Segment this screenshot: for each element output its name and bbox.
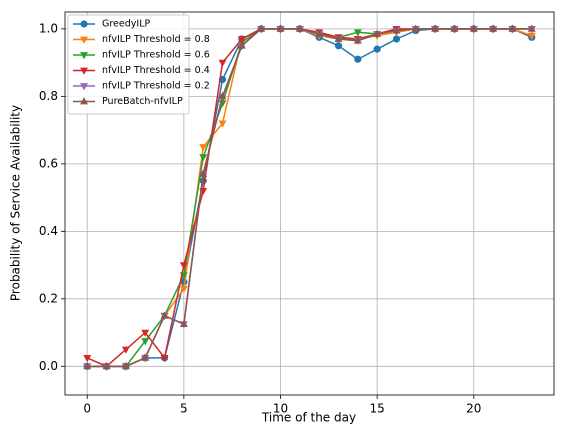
marker [315,29,324,37]
marker [141,353,150,361]
marker [489,24,498,32]
y-tick-label: 1.0 [39,21,58,35]
y-tick-label: 0.4 [39,224,58,238]
marker [411,24,420,32]
marker [373,29,382,37]
marker [102,361,111,370]
marker [450,24,459,32]
y-tick-label: 0.8 [39,89,58,103]
x-tick-label: 5 [180,402,188,416]
marker [237,36,246,44]
marker [373,45,381,53]
marker [354,55,362,63]
marker [160,311,169,319]
marker [527,24,536,32]
marker [80,52,88,60]
marker [179,262,188,270]
marker [508,24,517,32]
x-tick-label: 10 [273,402,288,416]
marker [141,329,150,337]
marker [527,32,536,40]
marker [392,35,401,43]
y-tick-label: 0.0 [39,359,58,373]
marker [218,59,227,67]
plot-frame [64,11,555,396]
series-line [87,28,532,368]
legend-label: nfvILP Threshold = 0.4 [102,65,210,76]
legend-box [67,14,190,115]
marker [257,24,266,32]
series [83,24,536,370]
legend-label: nfvILP Threshold = 0.2 [102,81,210,92]
marker [199,169,208,177]
marker [199,144,208,152]
marker [334,42,343,50]
marker [80,20,88,28]
marker [80,83,88,91]
marker [80,97,88,105]
marker [160,355,169,363]
marker [121,361,130,370]
marker [218,120,227,128]
marker [83,361,92,370]
y-tick-label: 0.6 [39,156,58,170]
legend-label: nfvILP Threshold = 0.6 [102,50,210,61]
marker [83,355,92,363]
legend-label: PureBatch-nfvILP [102,96,183,107]
marker [218,92,227,100]
marker [179,319,188,328]
marker [353,36,362,44]
marker [295,24,304,32]
marker [80,36,88,44]
marker [334,34,343,42]
marker [141,338,150,346]
marker [80,67,88,75]
legend-label: nfvILP Threshold = 0.8 [102,34,210,45]
marker [353,29,362,37]
legend-label: GreedyILP [102,19,150,30]
x-axis-label: Time of the day [261,411,356,425]
marker [179,285,188,294]
marker [431,24,440,32]
y-axis-label: Probability of Service Availability [9,105,23,301]
marker [237,41,246,49]
marker [469,24,478,32]
x-tick-label: 0 [83,402,91,416]
marker [392,26,401,34]
marker [121,346,130,354]
y-tick-label: 0.2 [39,291,58,305]
marker [276,24,285,32]
x-tick-label: 20 [466,402,481,416]
x-tick-label: 15 [370,402,385,416]
marker [199,154,208,162]
